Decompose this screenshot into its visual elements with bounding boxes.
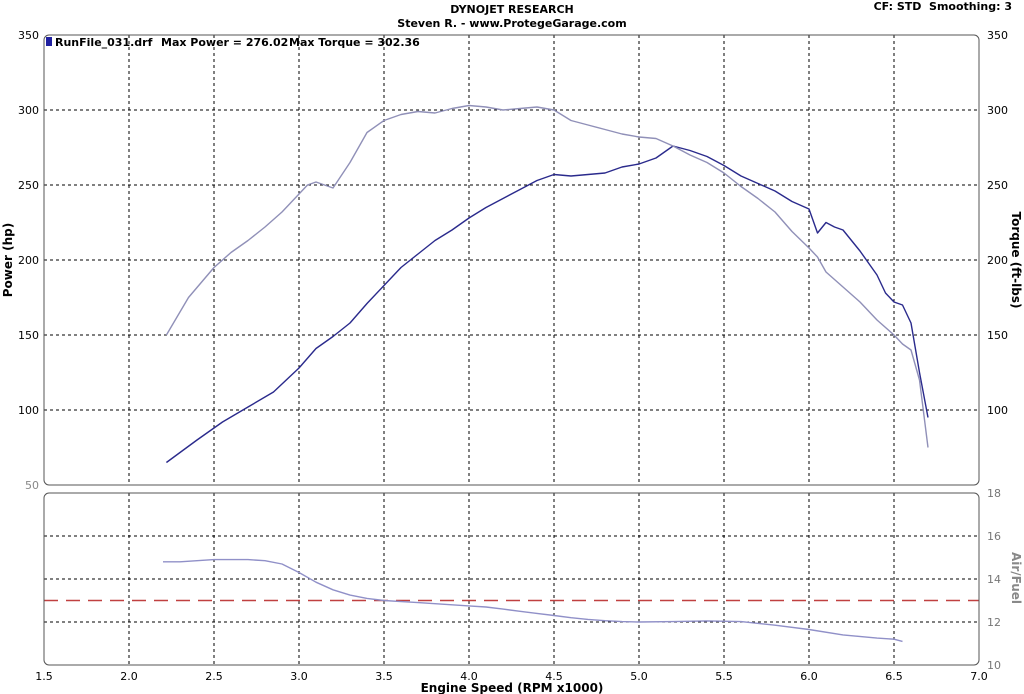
x-tick-label: 6.5 [885,670,903,683]
plot-frames [43,34,980,666]
afr-plot-frame [43,492,980,666]
tick-labels: 1.5 2.0 2.5 3.0 3.5 4.0 4.5 5.0 5.5 6.0 6.5 7.0 50 10… [18,29,1008,683]
y-tick-label-right: 100 [987,404,1008,417]
legend-run-label: RunFile_031.drf [55,36,153,49]
afr-tick-label: 12 [987,616,1001,629]
series-line-power [165,145,929,464]
y-tick-label-left: 300 [18,104,39,117]
afr-tick-label: 16 [987,530,1001,543]
x-tick-label: 2.0 [120,670,138,683]
y-tick-label-right: 200 [987,254,1008,267]
main-plot-frame [43,34,980,486]
y-tick-label-right: 150 [987,329,1008,342]
y-tick-label-left: 50 [25,479,39,492]
series-line-torque [165,104,929,448]
afr-tick-label: 18 [987,487,1001,500]
x-tick-label: 3.5 [375,670,393,683]
x-tick-label: 6.0 [800,670,818,683]
chart-title: DYNOJET RESEARCH [450,3,574,16]
x-tick-label: 4.5 [545,670,563,683]
x-tick-label: 4.0 [460,670,478,683]
settings-label: CF: STD Smoothing: 3 [873,0,1012,13]
series-layer [44,104,979,643]
y-tick-label-left: 250 [18,179,39,192]
grid [44,35,979,665]
x-tick-label: 1.5 [35,670,53,683]
legend-swatch [46,37,52,46]
y-tick-label-left: 100 [18,404,39,417]
chart-subtitle: Steven R. - www.ProtegeGarage.com [397,17,627,30]
afr-tick-label: 14 [987,573,1001,586]
y-axis-label-afr: Air/Fuel [1009,552,1023,604]
y-tick-label-right: 300 [987,104,1008,117]
y-axis-label-power: Power (hp) [1,223,15,297]
x-axis-label: Engine Speed (RPM x1000) [421,681,604,694]
legend-max-torque: Max Torque = 302.36 [289,36,420,49]
x-tick-label: 5.5 [715,670,733,683]
x-tick-label: 5.0 [630,670,648,683]
y-tick-label-left: 350 [18,29,39,42]
legend: RunFile_031.drf Max Power = 276.02 Max T… [46,36,420,49]
y-tick-label-right: 350 [987,29,1008,42]
y-tick-label-right: 250 [987,179,1008,192]
x-tick-label: 7.0 [970,670,988,683]
y-tick-label-left: 200 [18,254,39,267]
x-tick-label: 2.5 [205,670,223,683]
legend-max-power: Max Power = 276.02 [161,36,288,49]
y-tick-label-left: 150 [18,329,39,342]
y-axis-label-torque: Torque (ft-lbs) [1009,212,1023,309]
x-tick-label: 3.0 [290,670,308,683]
series-line-afr [163,558,903,643]
afr-tick-label: 10 [987,659,1001,672]
